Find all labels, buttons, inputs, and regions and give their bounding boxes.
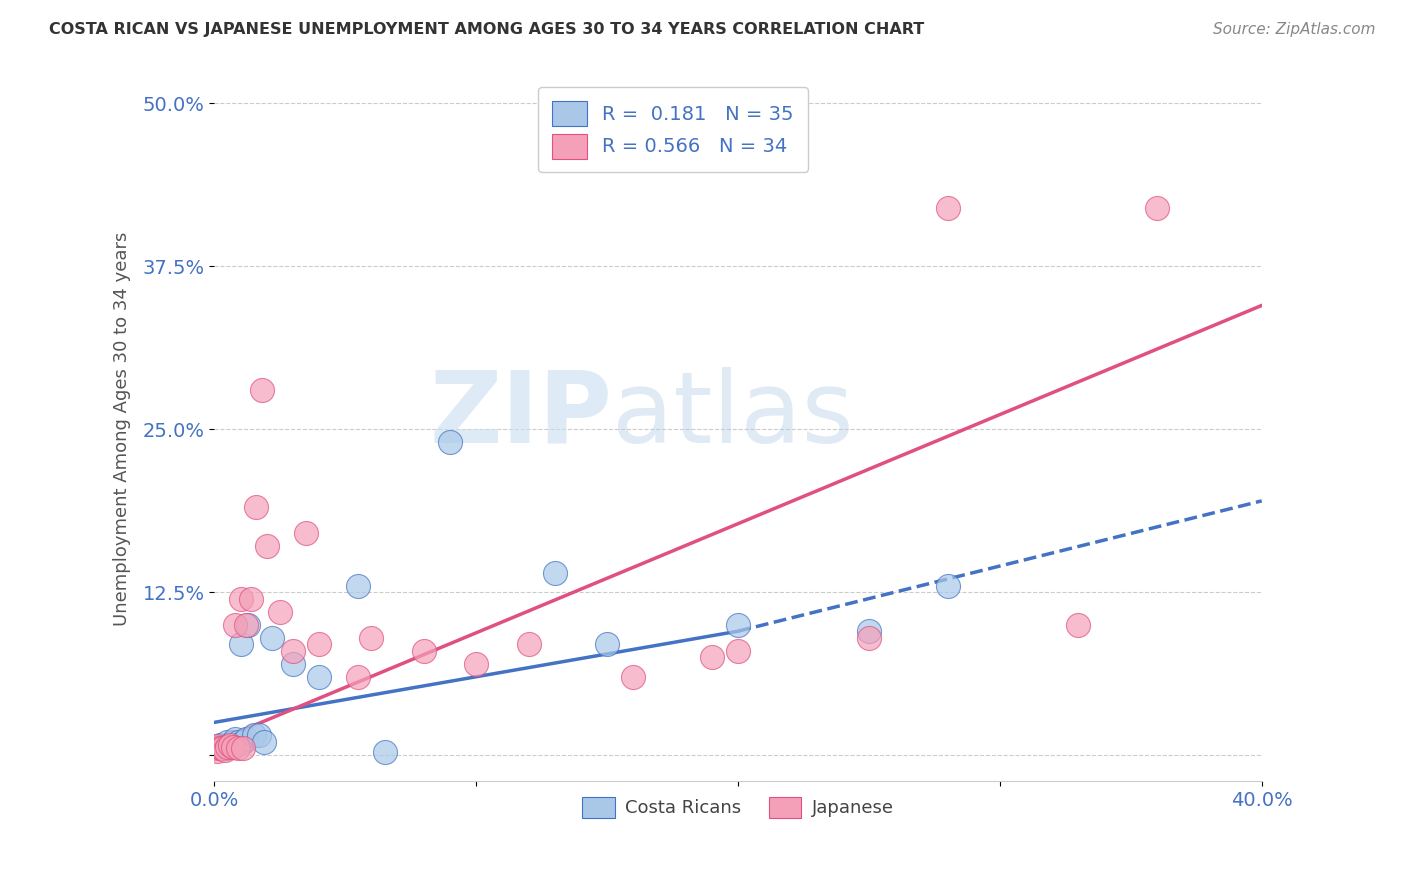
Point [308, 670, 330, 684]
Point [214, 739, 236, 753]
Point [222, 740, 245, 755]
Point [260, 631, 283, 645]
Point [269, 605, 291, 619]
Point [347, 578, 370, 592]
Point [205, 740, 228, 755]
Point [517, 637, 540, 651]
Point [219, 738, 242, 752]
Point [727, 643, 749, 657]
Point [229, 591, 252, 606]
Point [232, 735, 254, 749]
Text: ZIP: ZIP [429, 367, 613, 464]
Point [235, 732, 257, 747]
Point [247, 728, 270, 742]
Point [224, 738, 246, 752]
Point [211, 740, 233, 755]
Point [226, 735, 249, 749]
Text: atlas: atlas [613, 367, 853, 464]
Point [232, 741, 254, 756]
Point [412, 643, 434, 657]
Point [253, 735, 276, 749]
Point [224, 617, 246, 632]
Point [217, 740, 239, 755]
Point [308, 637, 330, 651]
Point [217, 735, 239, 749]
Point [222, 735, 245, 749]
Point [1146, 201, 1168, 215]
Point [596, 637, 619, 651]
Point [374, 745, 396, 759]
Point [544, 566, 567, 580]
Point [208, 741, 231, 756]
Point [256, 540, 278, 554]
Point [621, 670, 644, 684]
Y-axis label: Unemployment Among Ages 30 to 34 years: Unemployment Among Ages 30 to 34 years [114, 232, 131, 626]
Point [936, 201, 959, 215]
Point [281, 643, 304, 657]
Legend: Costa Ricans, Japanese: Costa Ricans, Japanese [575, 789, 901, 825]
Point [465, 657, 488, 671]
Point [224, 732, 246, 747]
Point [295, 526, 318, 541]
Point [238, 617, 260, 632]
Point [214, 741, 236, 756]
Point [936, 578, 959, 592]
Point [235, 617, 257, 632]
Point [205, 741, 228, 756]
Point [217, 741, 239, 756]
Point [211, 741, 233, 756]
Point [250, 383, 273, 397]
Point [281, 657, 304, 671]
Point [240, 591, 263, 606]
Text: Source: ZipAtlas.com: Source: ZipAtlas.com [1212, 22, 1375, 37]
Point [208, 741, 231, 756]
Point [219, 738, 242, 752]
Point [214, 742, 236, 756]
Point [727, 617, 749, 632]
Point [858, 624, 880, 639]
Point [205, 744, 228, 758]
Point [360, 631, 382, 645]
Point [242, 728, 264, 742]
Point [205, 739, 228, 753]
Point [858, 631, 880, 645]
Text: COSTA RICAN VS JAPANESE UNEMPLOYMENT AMONG AGES 30 TO 34 YEARS CORRELATION CHART: COSTA RICAN VS JAPANESE UNEMPLOYMENT AMO… [49, 22, 925, 37]
Point [208, 738, 231, 752]
Point [439, 435, 461, 450]
Point [226, 741, 249, 756]
Point [245, 500, 267, 515]
Point [211, 741, 233, 756]
Point [347, 670, 370, 684]
Point [700, 650, 723, 665]
Point [1067, 617, 1090, 632]
Point [202, 741, 225, 756]
Point [202, 741, 225, 756]
Point [222, 740, 245, 755]
Point [229, 637, 252, 651]
